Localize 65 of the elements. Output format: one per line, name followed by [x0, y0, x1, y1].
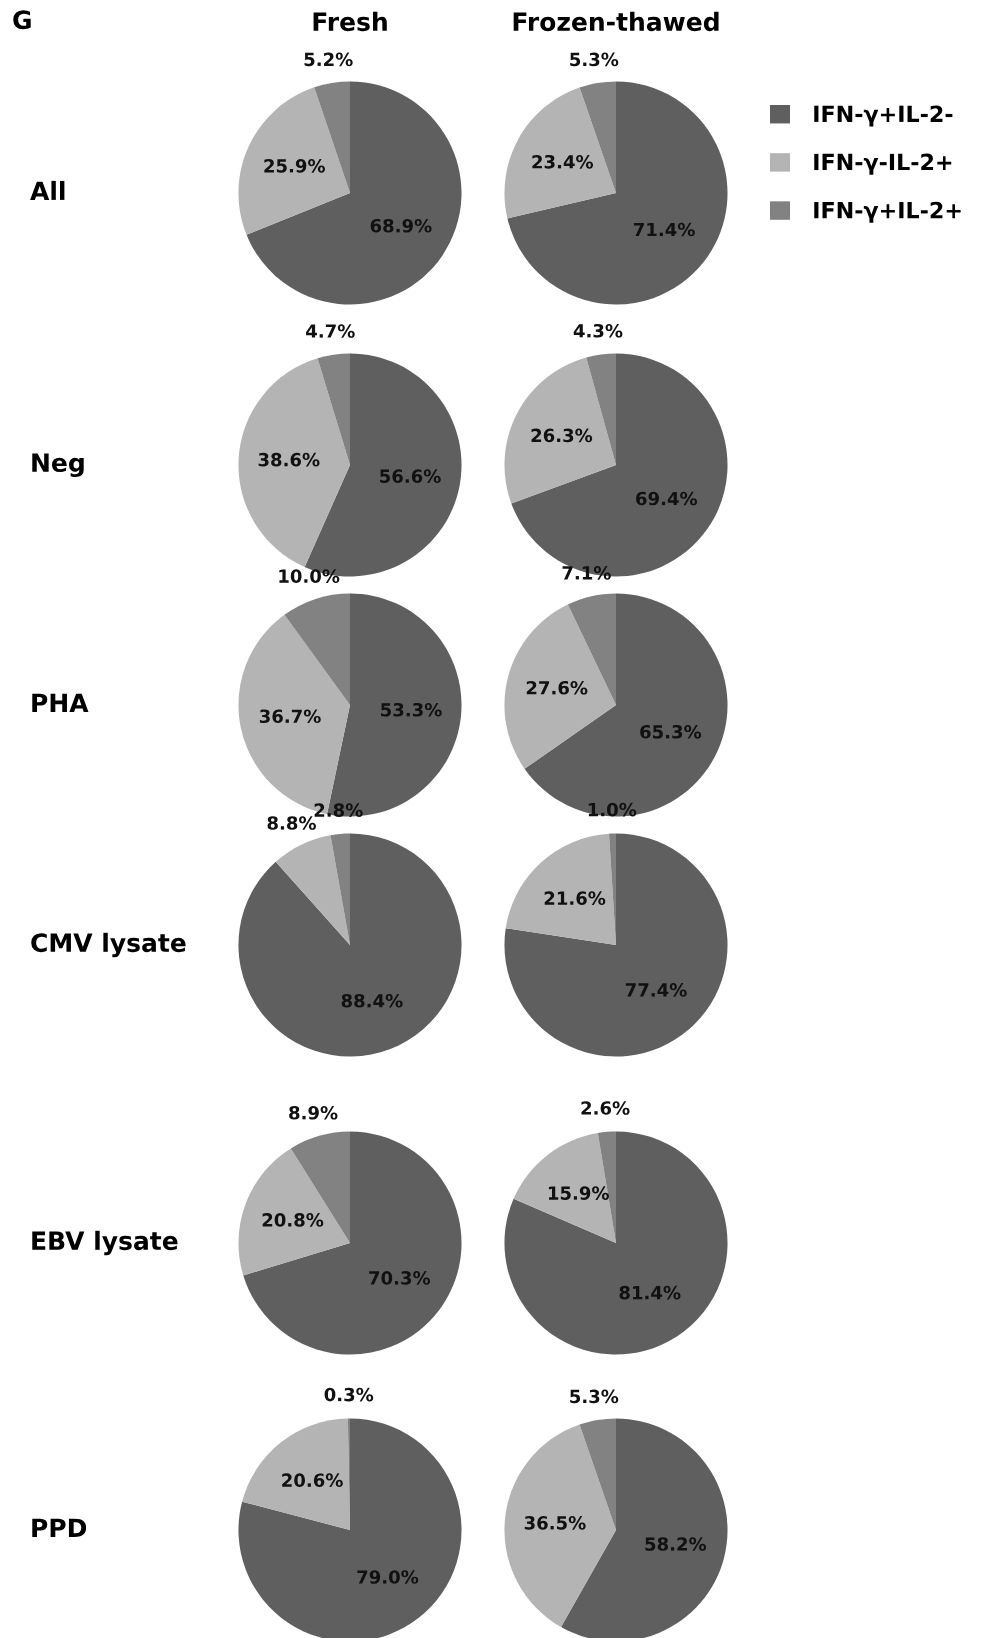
- data-label: 20.6%: [282, 1473, 343, 1488]
- data-label: 38.6%: [258, 452, 320, 467]
- data-label: 26.3%: [531, 428, 593, 443]
- pie-slice: [242, 1418, 350, 1530]
- text: All: [30, 180, 65, 200]
- text: Neg: [32, 453, 84, 478]
- pie-slice: [275, 835, 350, 945]
- pie-slice: [504, 604, 616, 769]
- legend-label: IFN-γ+IL-2+: [814, 201, 961, 223]
- pie-slice: [238, 1148, 350, 1276]
- text: PPD: [32, 1518, 87, 1537]
- chart-title: Frozen-thawed: [513, 11, 719, 32]
- text: EBV lysate: [32, 1230, 178, 1256]
- pie-slice: [238, 358, 350, 567]
- data-label: 77.4%: [625, 983, 687, 997]
- data-label: 1.0%: [588, 802, 637, 817]
- data-label: 81.4%: [619, 1285, 681, 1300]
- legend-label: IFN-γ+IL-2-: [814, 105, 953, 127]
- text: G: [13, 10, 31, 30]
- data-label: 20.8%: [262, 1213, 324, 1227]
- data-label: 4.3%: [573, 323, 623, 338]
- data-label: 15.9%: [548, 1186, 609, 1200]
- data-label: 5.2%: [304, 52, 353, 67]
- text: CMV lysate: [31, 932, 186, 958]
- data-label: 56.6%: [380, 469, 441, 483]
- data-label: 25.9%: [264, 158, 325, 173]
- data-label: 23.4%: [532, 154, 594, 169]
- data-label: 8.9%: [289, 1105, 338, 1120]
- chart-title: Fresh: [313, 11, 387, 32]
- pie-slice: [284, 593, 350, 705]
- pie-slice: [504, 833, 728, 1057]
- data-label: 36.5%: [524, 1516, 586, 1530]
- data-label: 4.7%: [306, 324, 355, 338]
- data-label: 53.3%: [381, 702, 442, 717]
- data-label: 70.3%: [369, 1271, 431, 1285]
- data-label: 5.3%: [570, 1389, 619, 1404]
- pie-slice: [524, 593, 728, 817]
- data-label: 2.6%: [581, 1101, 630, 1115]
- pie-slice: [504, 357, 616, 504]
- data-label: 71.4%: [633, 222, 695, 237]
- pie-slice: [504, 87, 616, 219]
- data-label: 88.4%: [341, 993, 403, 1008]
- data-label: 68.9%: [370, 218, 432, 233]
- data-label: 21.6%: [544, 891, 606, 905]
- pie-slice: [330, 833, 350, 945]
- pie-slice: [243, 1131, 462, 1355]
- data-label: 69.4%: [636, 491, 698, 506]
- pie-slice: [238, 833, 462, 1057]
- pie-slice: [513, 1132, 616, 1243]
- data-label: 0.3%: [324, 1387, 374, 1402]
- data-label: 10.0%: [279, 569, 340, 583]
- pie-slice: [504, 1131, 728, 1355]
- data-label: 27.6%: [526, 680, 588, 695]
- pie-slice: [505, 833, 616, 945]
- data-label: 79.0%: [357, 1570, 419, 1584]
- pie-slice: [238, 87, 350, 235]
- text: PHA: [32, 693, 89, 712]
- legend-label: IFN-γ-IL-2+: [814, 153, 952, 175]
- data-label: 65.3%: [640, 724, 702, 739]
- pie-slice: [246, 81, 462, 305]
- data-label: 36.7%: [259, 709, 321, 724]
- data-label: 8.8%: [267, 816, 316, 830]
- data-label: 5.3%: [570, 52, 619, 67]
- data-label: 58.2%: [645, 1537, 707, 1551]
- pie-slice: [507, 81, 728, 305]
